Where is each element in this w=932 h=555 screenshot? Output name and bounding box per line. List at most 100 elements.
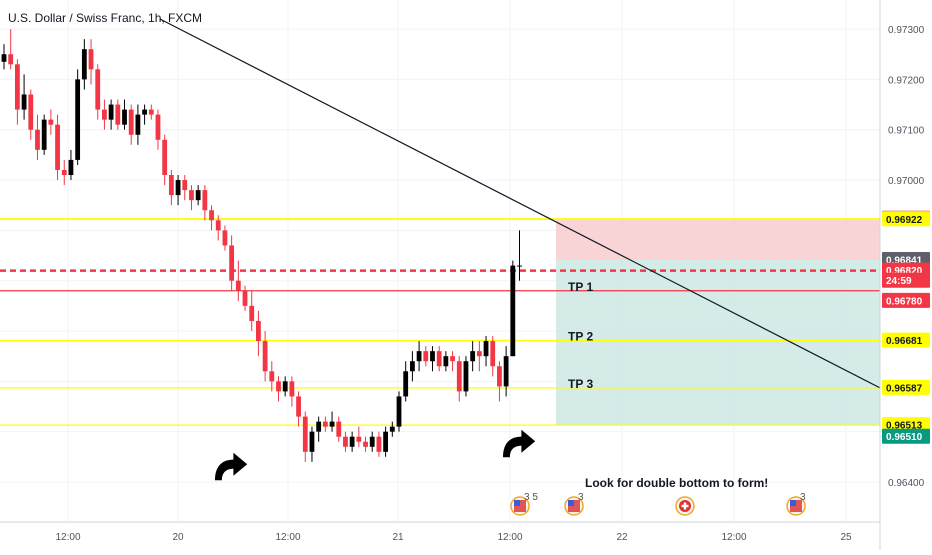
price-tag-7 xyxy=(882,379,930,395)
x-tick-2: 12:00 xyxy=(275,532,300,543)
candle-36[interactable] xyxy=(242,290,248,306)
candle-33[interactable] xyxy=(222,230,228,246)
candle-10[interactable] xyxy=(68,159,74,176)
candle-29[interactable] xyxy=(195,190,201,201)
candle-72[interactable] xyxy=(483,341,489,357)
candle-42[interactable] xyxy=(282,381,288,392)
candle-55[interactable] xyxy=(369,436,375,447)
candle-49[interactable] xyxy=(329,421,335,427)
candle-16[interactable] xyxy=(108,104,114,120)
candle-19[interactable] xyxy=(128,109,134,135)
candle-12[interactable] xyxy=(81,49,87,80)
price-tag-8 xyxy=(882,417,930,433)
candle-67[interactable] xyxy=(450,356,455,362)
candle-7[interactable] xyxy=(48,119,54,125)
price-tag-4 xyxy=(882,272,930,288)
candle-53[interactable] xyxy=(356,436,362,442)
candle-40[interactable] xyxy=(269,371,275,382)
trendline[interactable] xyxy=(159,18,881,389)
candle-48[interactable] xyxy=(322,421,328,427)
x-tick-4: 12:00 xyxy=(497,532,522,543)
candle-21[interactable] xyxy=(142,109,147,115)
candle-32[interactable] xyxy=(215,220,221,231)
candle-63[interactable] xyxy=(423,351,429,362)
candle-56[interactable] xyxy=(376,436,382,452)
candle-5[interactable] xyxy=(35,129,40,150)
y-tick-1: 0.97200 xyxy=(888,75,925,86)
candle-39[interactable] xyxy=(262,341,268,372)
candle-58[interactable] xyxy=(389,426,395,432)
candle-66[interactable] xyxy=(443,356,449,367)
candle-77[interactable] xyxy=(517,265,522,267)
tp-label-3: TP 3 xyxy=(568,377,593,391)
candle-15[interactable] xyxy=(102,109,107,120)
candle-73[interactable] xyxy=(490,341,496,367)
candle-57[interactable] xyxy=(383,431,389,452)
candle-28[interactable] xyxy=(189,190,194,201)
candle-14[interactable] xyxy=(95,69,101,110)
x-tick-5: 22 xyxy=(616,532,628,543)
candle-17[interactable] xyxy=(115,104,121,125)
curved-arrow-0 xyxy=(215,452,248,481)
candle-3[interactable] xyxy=(21,94,27,110)
price-tag-label-9: 0.96510 xyxy=(886,432,923,443)
candle-8[interactable] xyxy=(55,124,60,170)
candle-70[interactable] xyxy=(470,351,476,362)
candle-50[interactable] xyxy=(336,421,342,437)
candle-65[interactable] xyxy=(436,351,442,367)
candle-64[interactable] xyxy=(430,351,435,362)
candle-13[interactable] xyxy=(88,49,94,70)
candle-71[interactable] xyxy=(476,351,482,357)
candle-1[interactable] xyxy=(8,54,14,65)
candle-76[interactable] xyxy=(510,265,516,357)
price-tag-6 xyxy=(882,332,930,348)
candle-44[interactable] xyxy=(296,396,301,417)
event-count-1: 3 xyxy=(578,492,584,503)
candle-61[interactable] xyxy=(409,361,415,372)
candle-74[interactable] xyxy=(497,366,502,387)
candle-23[interactable] xyxy=(155,114,161,140)
candle-9[interactable] xyxy=(61,169,67,176)
candle-20[interactable] xyxy=(135,114,141,135)
candle-62[interactable] xyxy=(416,351,422,362)
candle-51[interactable] xyxy=(343,436,348,447)
candle-22[interactable] xyxy=(148,109,154,115)
candle-68[interactable] xyxy=(456,361,462,392)
candle-34[interactable] xyxy=(229,245,235,281)
price-tag-label-6: 0.96681 xyxy=(886,336,923,347)
candle-60[interactable] xyxy=(403,371,409,397)
price-tag-1 xyxy=(882,211,930,227)
candle-35[interactable] xyxy=(235,280,241,291)
candle-59[interactable] xyxy=(396,396,402,427)
candle-69[interactable] xyxy=(463,361,469,392)
candle-52[interactable] xyxy=(349,436,355,447)
x-tick-7: 25 xyxy=(840,532,852,543)
y-tick-4: 0.96400 xyxy=(888,478,925,489)
candle-41[interactable] xyxy=(276,381,281,392)
candle-2[interactable] xyxy=(14,64,20,110)
candle-43[interactable] xyxy=(289,381,295,397)
candle-46[interactable] xyxy=(309,431,315,452)
price-tag-label-8: 0.96513 xyxy=(886,421,923,432)
candle-54[interactable] xyxy=(363,441,368,447)
candle-75[interactable] xyxy=(503,356,509,387)
chart-title: U.S. Dollar / Swiss Franc, 1h, FXCM xyxy=(8,11,202,25)
candle-26[interactable] xyxy=(175,180,181,196)
candle-30[interactable] xyxy=(202,190,208,211)
candle-24[interactable] xyxy=(162,139,168,176)
candle-37[interactable] xyxy=(249,305,255,321)
candle-25[interactable] xyxy=(168,175,174,196)
candle-6[interactable] xyxy=(41,119,47,150)
candle-47[interactable] xyxy=(316,421,322,432)
candle-0[interactable] xyxy=(1,54,7,62)
candle-31[interactable] xyxy=(209,210,214,221)
candle-11[interactable] xyxy=(75,79,81,160)
candle-18[interactable] xyxy=(122,109,127,125)
candle-38[interactable] xyxy=(256,320,261,342)
y-tick-3: 0.97000 xyxy=(888,176,925,187)
candle-45[interactable] xyxy=(302,416,308,452)
candle-27[interactable] xyxy=(182,180,188,191)
candle-4[interactable] xyxy=(28,94,34,130)
